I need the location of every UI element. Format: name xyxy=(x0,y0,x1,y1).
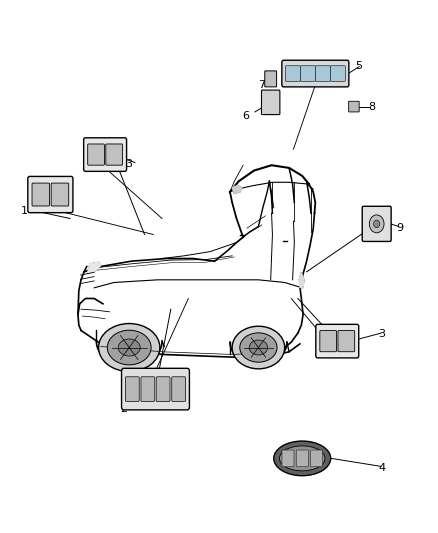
FancyBboxPatch shape xyxy=(296,450,308,467)
FancyBboxPatch shape xyxy=(338,330,355,352)
FancyBboxPatch shape xyxy=(32,183,49,206)
Ellipse shape xyxy=(99,324,160,372)
Text: 2: 2 xyxy=(120,405,127,414)
FancyBboxPatch shape xyxy=(349,101,359,112)
FancyBboxPatch shape xyxy=(172,377,186,401)
Text: 9: 9 xyxy=(396,223,403,233)
Polygon shape xyxy=(232,185,242,193)
FancyBboxPatch shape xyxy=(51,183,69,206)
Ellipse shape xyxy=(232,326,285,369)
FancyBboxPatch shape xyxy=(330,66,346,82)
FancyBboxPatch shape xyxy=(282,450,294,467)
Ellipse shape xyxy=(274,441,331,475)
FancyBboxPatch shape xyxy=(300,66,315,82)
FancyBboxPatch shape xyxy=(28,176,73,213)
Polygon shape xyxy=(299,273,304,288)
FancyBboxPatch shape xyxy=(282,60,349,87)
FancyBboxPatch shape xyxy=(362,206,391,241)
Text: 5: 5 xyxy=(355,61,362,71)
Text: 4: 4 xyxy=(378,463,385,473)
FancyBboxPatch shape xyxy=(88,144,104,165)
FancyBboxPatch shape xyxy=(315,66,330,82)
FancyBboxPatch shape xyxy=(84,138,127,172)
FancyBboxPatch shape xyxy=(106,144,123,165)
FancyBboxPatch shape xyxy=(125,377,139,401)
Ellipse shape xyxy=(279,446,325,471)
Text: 8: 8 xyxy=(368,102,375,111)
Text: 3: 3 xyxy=(125,159,132,168)
FancyBboxPatch shape xyxy=(156,377,170,401)
Ellipse shape xyxy=(118,339,140,356)
FancyBboxPatch shape xyxy=(265,71,277,87)
Circle shape xyxy=(369,215,384,233)
Circle shape xyxy=(374,220,380,228)
FancyBboxPatch shape xyxy=(311,450,322,467)
Polygon shape xyxy=(88,262,101,273)
FancyBboxPatch shape xyxy=(320,330,336,352)
FancyBboxPatch shape xyxy=(285,66,300,82)
Text: 7: 7 xyxy=(258,80,265,90)
FancyBboxPatch shape xyxy=(121,368,189,410)
Ellipse shape xyxy=(107,330,151,365)
Text: 1: 1 xyxy=(21,206,28,215)
Text: 6: 6 xyxy=(243,111,250,120)
Text: 3: 3 xyxy=(378,329,385,339)
FancyBboxPatch shape xyxy=(141,377,155,401)
FancyBboxPatch shape xyxy=(261,90,280,115)
Ellipse shape xyxy=(240,333,277,362)
FancyBboxPatch shape xyxy=(316,324,359,358)
Ellipse shape xyxy=(249,340,268,355)
